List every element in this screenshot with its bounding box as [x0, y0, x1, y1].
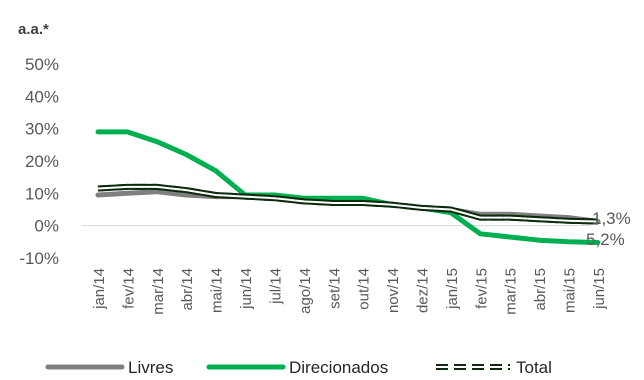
y-tick-label: 20% [25, 152, 59, 171]
y-tick-label: -10% [19, 249, 59, 268]
legend-label-direcionados: Direcionados [289, 358, 388, 377]
y-tick-label: 50% [25, 55, 59, 74]
x-tick-label: mar/15 [503, 268, 520, 315]
series-lines [95, 129, 601, 245]
x-tick-label: out/14 [356, 268, 373, 310]
series-line-total-inner [97, 185, 599, 223]
x-tick-label: jun/14 [238, 268, 255, 310]
x-tick-label: jun/15 [591, 268, 608, 310]
unit-label: a.a.* [18, 21, 49, 38]
x-tick-label: jan/15 [444, 268, 461, 310]
y-tick-label: 10% [25, 184, 59, 203]
series-line-direcionados [95, 129, 601, 245]
legend-label-livres: Livres [128, 358, 173, 377]
end-label-livres: 1,3% [592, 209, 631, 228]
x-tick-label: set/14 [326, 268, 343, 309]
x-tick-label: jul/14 [267, 268, 284, 305]
end-label-direcionados: 5,2% [586, 230, 625, 249]
y-axis-ticks: 50% 40% 30% 20% 10% 0% -10% [19, 55, 59, 268]
x-tick-label: mai/14 [209, 268, 226, 313]
x-tick-label: abr/14 [179, 268, 196, 311]
x-tick-label: mar/14 [150, 268, 167, 315]
x-axis-ticks: jan/14 fev/14 mar/14 abr/14 mai/14 jun/14 jul/… [91, 268, 608, 315]
y-tick-label: 40% [25, 87, 59, 106]
legend-label-total: Total [516, 358, 552, 377]
x-tick-label: fev/15 [473, 268, 490, 309]
y-tick-label: 0% [34, 217, 59, 236]
x-tick-label: mai/15 [562, 268, 579, 313]
legend: Livres Direcionados Total [45, 358, 552, 377]
x-tick-label: abr/15 [532, 268, 549, 311]
x-tick-label: ago/14 [297, 268, 314, 314]
x-tick-label: nov/14 [385, 268, 402, 313]
x-tick-label: dez/14 [415, 268, 432, 313]
x-tick-label: jan/14 [91, 268, 108, 310]
y-tick-label: 30% [25, 120, 59, 139]
x-tick-label: fev/14 [120, 268, 137, 309]
